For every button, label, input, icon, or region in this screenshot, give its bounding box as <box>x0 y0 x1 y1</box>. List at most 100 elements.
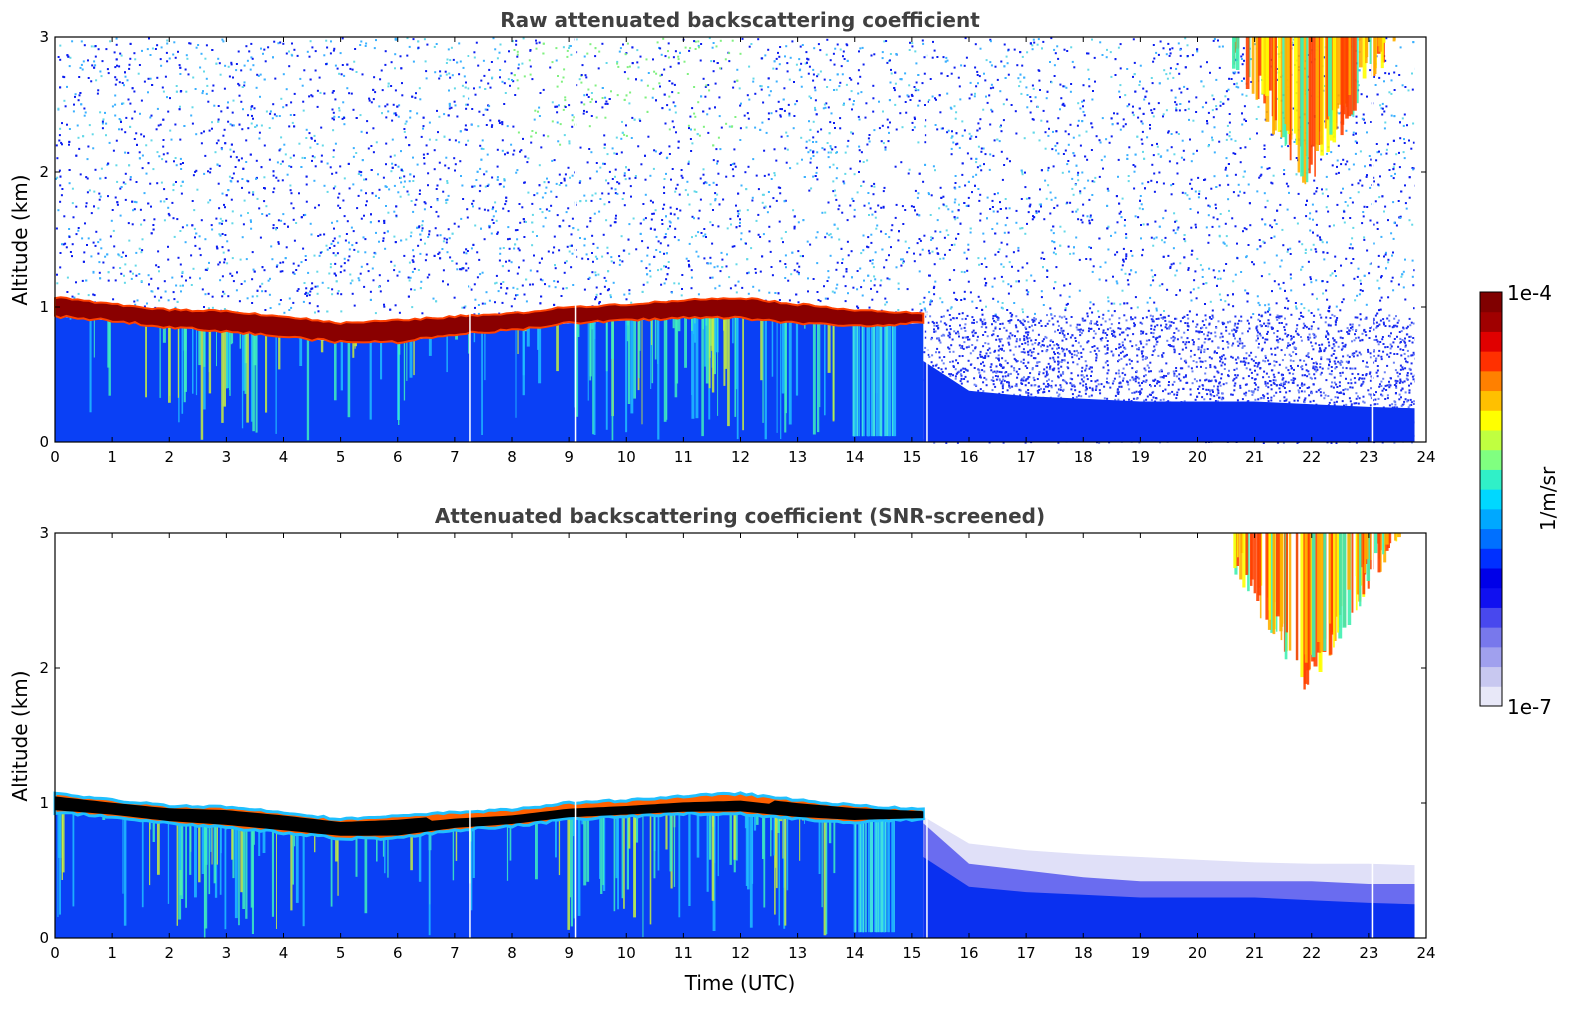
noise-speck <box>662 208 664 210</box>
noise-speck <box>875 228 877 230</box>
noise-speck <box>120 273 122 275</box>
noise-speck <box>1305 249 1307 251</box>
noise-speck <box>1151 144 1153 146</box>
noise-speck <box>327 249 329 251</box>
noise-speck <box>87 191 89 193</box>
noise-speck <box>241 187 243 189</box>
noise-speck <box>565 173 567 175</box>
noise-speck <box>787 280 789 282</box>
noise-speck <box>985 153 987 155</box>
noise-speck <box>315 286 317 288</box>
noise-speck <box>779 260 781 262</box>
noise-speck <box>124 152 126 154</box>
noise-speck <box>230 123 232 125</box>
noise-speck <box>889 59 891 61</box>
noise-speck <box>659 251 661 253</box>
noise-speck <box>621 151 623 153</box>
noise-speck <box>75 93 77 95</box>
noise-speck <box>61 194 63 196</box>
noise-speck <box>761 89 763 91</box>
noise-speck <box>286 88 288 90</box>
noise-speck <box>615 169 617 171</box>
noise-speck <box>435 139 437 141</box>
noise-speck <box>195 88 197 90</box>
panel-raw: Raw attenuated backscattering coefficien… <box>8 8 1436 466</box>
noise-speck <box>252 118 254 120</box>
noise-speck <box>1206 120 1208 122</box>
noise-speck <box>1119 84 1121 86</box>
noise-speck <box>665 278 667 280</box>
noise-speck <box>772 68 774 70</box>
noise-speck <box>1388 91 1390 93</box>
noise-speck <box>518 266 520 268</box>
noise-speck <box>798 221 800 223</box>
noise-speck <box>852 103 854 105</box>
noise-speck <box>122 252 124 254</box>
noise-speck <box>801 159 803 161</box>
noise-speck <box>983 241 985 243</box>
noise-speck <box>681 169 683 171</box>
noise-speck <box>805 51 807 53</box>
noise-speck <box>458 73 460 75</box>
noise-speck <box>1065 150 1067 152</box>
noise-speck <box>736 263 738 265</box>
noise-speck <box>1062 104 1064 106</box>
noise-speck <box>270 110 272 112</box>
noise-speck <box>1188 119 1190 121</box>
noise-speck <box>1284 290 1286 292</box>
noise-speck <box>980 213 982 215</box>
noise-speck <box>1193 279 1195 281</box>
noise-speck <box>1287 209 1289 211</box>
noise-speck <box>1069 202 1071 204</box>
noise-speck <box>721 252 723 254</box>
noise-speck <box>356 242 358 244</box>
noise-speck <box>1076 165 1078 167</box>
noise-speck <box>812 80 814 82</box>
noise-speck <box>1142 123 1144 125</box>
noise-speck <box>620 47 622 49</box>
noise-speck <box>798 58 800 60</box>
noise-speck <box>940 197 942 199</box>
noise-speck <box>853 200 855 202</box>
noise-speck <box>834 127 836 129</box>
noise-speck <box>385 50 387 52</box>
noise-speck <box>557 122 559 124</box>
noise-speck <box>314 135 316 137</box>
noise-speck <box>465 252 467 254</box>
noise-speck <box>1258 177 1260 179</box>
noise-speck <box>116 79 118 81</box>
noise-speck <box>755 272 757 274</box>
noise-speck <box>84 115 86 117</box>
noise-speck <box>595 274 597 276</box>
noise-speck <box>567 207 569 209</box>
noise-speck <box>1381 275 1383 277</box>
noise-speck <box>1247 293 1249 295</box>
noise-speck <box>736 69 738 71</box>
noise-speck <box>707 84 709 86</box>
noise-speck <box>769 206 771 208</box>
noise-speck <box>405 239 407 241</box>
noise-speck <box>124 282 126 284</box>
noise-speck <box>530 136 532 138</box>
noise-speck <box>400 55 402 57</box>
noise-speck <box>627 78 629 80</box>
noise-speck <box>939 111 941 113</box>
noise-speck <box>194 236 196 238</box>
noise-speck <box>716 184 718 186</box>
noise-speck <box>385 116 387 118</box>
noise-speck <box>663 186 665 188</box>
noise-speck <box>650 228 652 230</box>
noise-speck <box>199 67 201 69</box>
noise-speck <box>265 205 267 207</box>
noise-speck <box>601 43 603 45</box>
noise-speck <box>224 258 226 260</box>
noise-speck <box>784 110 786 112</box>
noise-speck <box>192 77 194 79</box>
noise-speck <box>785 132 787 134</box>
noise-speck <box>652 201 654 203</box>
noise-speck <box>315 70 317 72</box>
noise-speck <box>516 56 518 58</box>
noise-speck <box>1364 206 1366 208</box>
noise-speck <box>730 164 732 166</box>
noise-speck <box>579 237 581 239</box>
